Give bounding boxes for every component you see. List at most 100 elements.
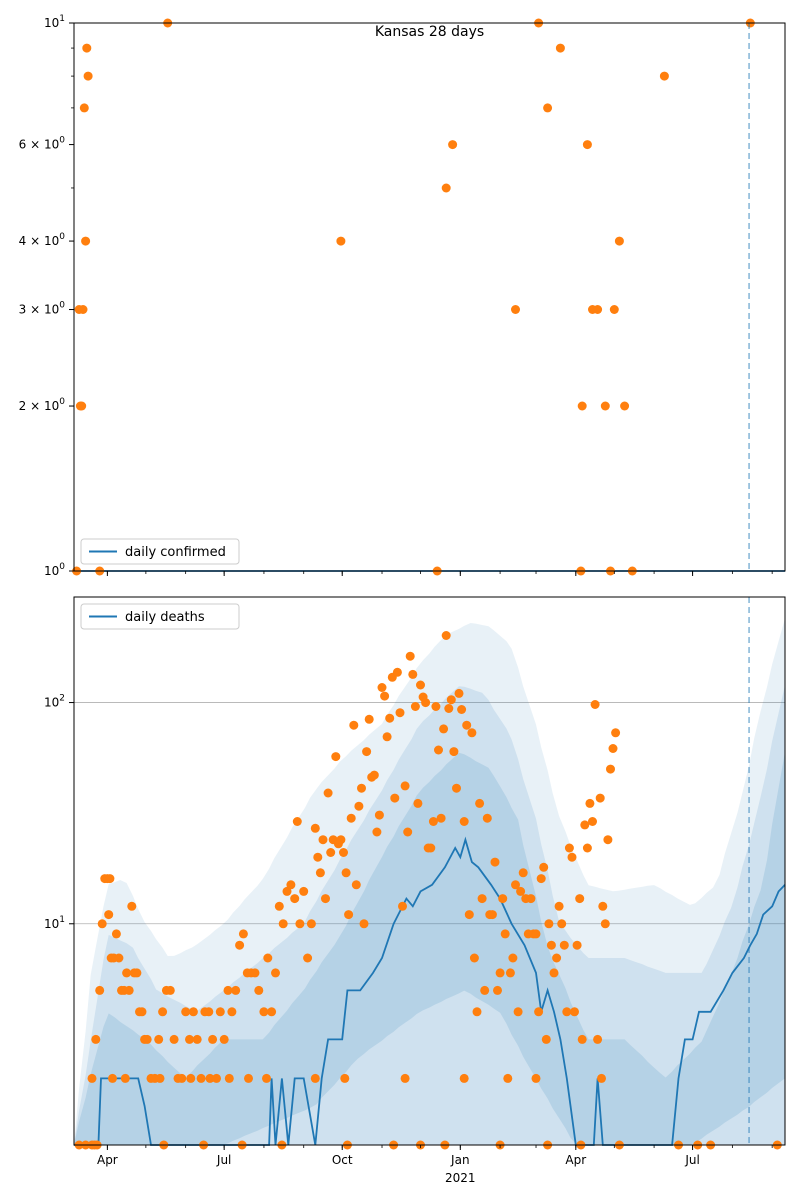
data-point-85: [346, 813, 356, 823]
data-point-188: [611, 728, 621, 738]
data-point-158: [534, 1007, 544, 1017]
top-x-ticks: [106, 571, 773, 576]
data-point-182: [595, 793, 605, 803]
data-point-107: [403, 827, 413, 837]
data-point-77: [326, 848, 336, 857]
band-outer: [74, 618, 785, 1145]
top-legend-box: [80, 538, 240, 565]
data-point-18: [555, 43, 565, 53]
data-point-120: [436, 813, 446, 823]
top-legend-label: daily confirmed: [125, 545, 226, 560]
data-point-148: [508, 953, 518, 963]
data-point-193: [205, 1073, 215, 1083]
data-point-89: [357, 783, 366, 793]
data-point-63: [282, 886, 292, 896]
y-tick-label-4: 6 × 100: [19, 136, 66, 152]
data-point-55: [250, 968, 260, 978]
data-point-152: [518, 868, 528, 878]
data-point-27: [614, 236, 624, 246]
data-point-157: [531, 929, 541, 939]
data-point-106: [400, 781, 410, 791]
data-point-190: [120, 1073, 130, 1083]
bottom-x-ticks: Apr Jul Oct Jan Apr Jul: [97, 1145, 773, 1167]
x-tick-label-4: Apr: [565, 1153, 586, 1167]
data-point-16: [114, 953, 124, 963]
top-points: [72, 18, 755, 576]
data-point-81: [336, 835, 346, 845]
data-point-6: [81, 236, 91, 246]
data-point-129: [459, 817, 469, 826]
data-point-41: [196, 1073, 206, 1083]
data-point-47: [219, 1034, 229, 1044]
top-chart-title: Kansas 28 days: [375, 24, 484, 40]
data-point-69: [303, 953, 313, 963]
data-point-39: [188, 1007, 198, 1017]
data-point-8: [83, 71, 93, 81]
data-point-3: [77, 401, 87, 411]
data-point-76: [323, 788, 333, 798]
data-point-19: [122, 968, 132, 978]
data-point-25: [137, 1007, 147, 1017]
data-point-132: [467, 728, 477, 738]
data-point-184: [600, 919, 610, 929]
data-point-168: [559, 940, 569, 950]
data-point-38: [185, 1034, 194, 1044]
data-point-67: [295, 919, 305, 929]
data-point-26: [609, 305, 619, 314]
data-point-64: [286, 880, 296, 890]
data-point-121: [439, 724, 449, 734]
data-point-159: [536, 874, 546, 884]
band-mid: [74, 685, 785, 1145]
data-point-197: [310, 1073, 320, 1083]
data-point-201: [531, 1073, 541, 1083]
data-point-130: [462, 720, 472, 730]
data-point-51: [235, 940, 245, 950]
data-point-162: [544, 919, 554, 929]
band-inner: [74, 751, 785, 1145]
data-point-95: [372, 827, 382, 837]
data-point-126: [452, 783, 461, 793]
data-point-60: [271, 968, 280, 978]
data-point-134: [472, 1007, 482, 1017]
data-point-161: [541, 1034, 551, 1044]
data-point-17: [543, 103, 553, 113]
data-point-179: [588, 817, 597, 826]
bottom-line: [74, 836, 786, 1146]
data-point-111: [413, 798, 423, 808]
data-point-15: [511, 305, 520, 314]
data-point-109: [408, 669, 418, 679]
bottom-legend: daily deaths: [80, 603, 240, 630]
data-point-49: [227, 1007, 237, 1017]
data-point-163: [546, 940, 556, 950]
data-point-66: [292, 817, 302, 826]
data-point-94: [369, 770, 379, 780]
data-point-86: [349, 720, 359, 730]
data-point-52: [238, 929, 248, 939]
data-point-103: [392, 667, 402, 677]
data-point-180: [590, 700, 600, 709]
data-point-20: [124, 985, 134, 995]
data-point-114: [421, 698, 431, 708]
bottom-points: [74, 631, 782, 1150]
data-point-196: [262, 1073, 271, 1083]
y-tick-label-2: 3 × 100: [19, 301, 66, 317]
data-point-46: [215, 1007, 225, 1017]
bottom-y-ticks: 101 102: [44, 694, 74, 931]
data-point-104: [395, 708, 405, 718]
bottom-legend-label: daily deaths: [125, 610, 205, 625]
data-point-71: [310, 823, 320, 833]
data-point-186: [606, 764, 615, 774]
data-point-151: [516, 886, 526, 896]
data-point-5: [79, 103, 89, 113]
data-point-21: [127, 901, 137, 911]
data-point-74: [318, 835, 328, 845]
data-point-170: [564, 843, 574, 853]
data-point-142: [493, 985, 502, 995]
data-point-88: [354, 801, 364, 811]
data-point-73: [315, 868, 325, 878]
data-point-82: [339, 848, 348, 857]
data-point-11: [105, 874, 115, 884]
data-point-122: [441, 631, 451, 640]
data-point-44: [208, 1034, 218, 1044]
